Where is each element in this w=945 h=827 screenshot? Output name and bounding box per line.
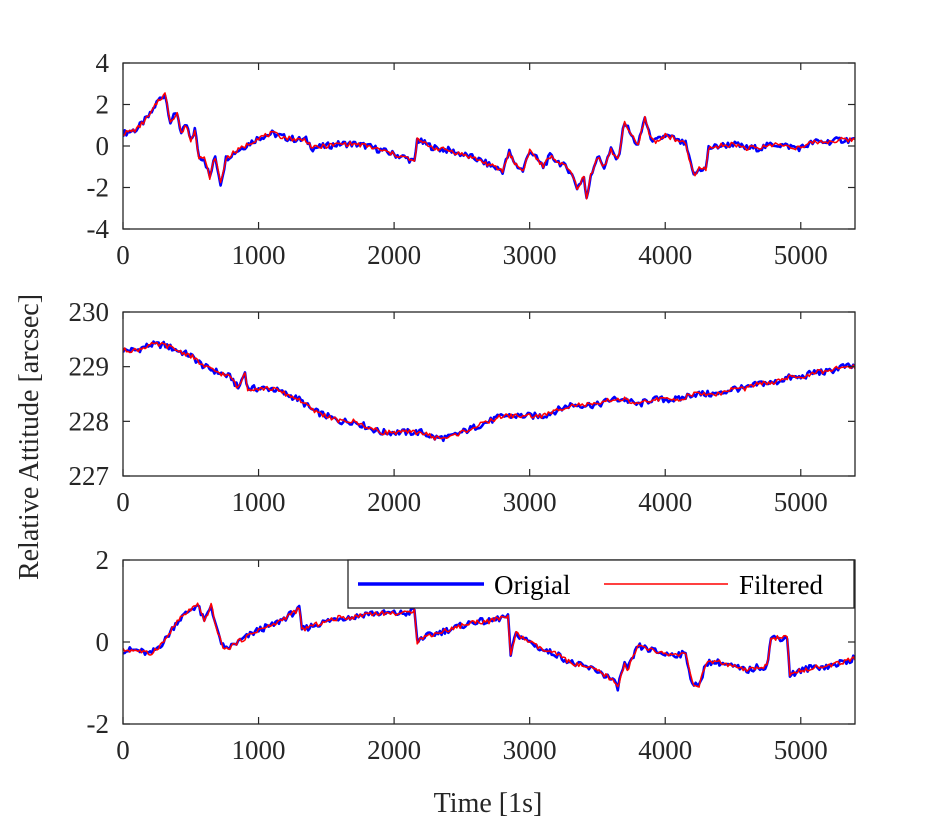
x-tick-label: 2000	[367, 735, 421, 765]
subplot-2: 0 1000 2000 3000 4000 5000 227 228 229 230	[69, 297, 856, 517]
x-tick-label: 3000	[503, 487, 557, 517]
x-tick-label: 2000	[367, 240, 421, 270]
x-tick-label: 1000	[232, 735, 286, 765]
y-tick-label: -2	[87, 709, 110, 739]
series-line-filtered-2	[123, 341, 855, 441]
x-tick-label: 1000	[232, 240, 286, 270]
x-tick-label: 3000	[503, 240, 557, 270]
x-tick-label: 0	[116, 240, 130, 270]
x-tick-label: 5000	[774, 735, 828, 765]
y-tick-label: 2	[96, 90, 110, 120]
x-axis-label: Time [1s]	[434, 788, 543, 819]
series-line-origial-3	[123, 603, 855, 692]
x-tick-label: 0	[116, 735, 130, 765]
y-tick-label: 0	[96, 627, 110, 657]
x-tick-label: 1000	[232, 487, 286, 517]
y-tick-label: 227	[69, 461, 110, 491]
x-tick-label: 3000	[503, 735, 557, 765]
legend-label-origial: Origial	[494, 570, 570, 600]
x-tick-label: 4000	[638, 735, 692, 765]
x-tick-label: 4000	[638, 240, 692, 270]
subplot-3: 0 1000 2000 3000 4000 5000-202	[87, 545, 856, 765]
series-line-filtered-3	[123, 602, 855, 688]
subplot-1: 0 1000 2000 3000 4000 5000 -4 -2 0 2 4	[87, 48, 856, 270]
legend-label-filtered: Filtered	[739, 570, 823, 600]
x-tick-label: 4000	[638, 487, 692, 517]
y-tick-label: 229	[69, 352, 110, 382]
x-tick-label: 2000	[367, 487, 421, 517]
series-line-origial-1	[123, 93, 855, 200]
legend: Origial Filtered	[347, 559, 855, 609]
y-tick-label: 4	[96, 48, 110, 78]
axes-frame-2	[122, 311, 856, 477]
x-tick-label: 5000	[774, 240, 828, 270]
y-axis-label: Relative Attitude [arcsec]	[14, 294, 45, 580]
y-tick-label: 228	[69, 406, 110, 436]
y-tick-label: 2	[96, 545, 110, 575]
x-tick-label: 5000	[774, 487, 828, 517]
y-tick-label: 0	[96, 131, 110, 161]
y-tick-label: -4	[87, 214, 110, 244]
y-tick-label: -2	[87, 173, 110, 203]
x-tick-label: 0	[116, 487, 130, 517]
y-tick-label: 230	[69, 297, 110, 327]
series-line-filtered-1	[123, 92, 855, 200]
